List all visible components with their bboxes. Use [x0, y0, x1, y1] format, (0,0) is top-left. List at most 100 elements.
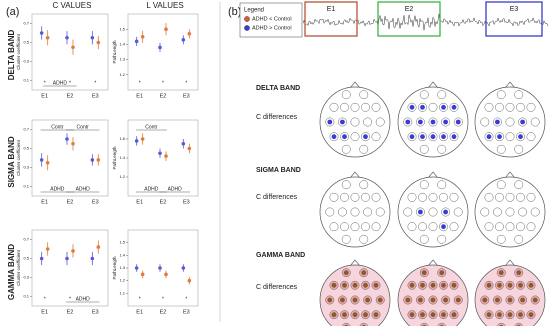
electrode	[437, 90, 447, 100]
x-tick-label: E2	[67, 93, 74, 99]
electrode	[449, 192, 459, 202]
annotation: *	[162, 80, 164, 86]
annotation: ADHD	[53, 80, 68, 86]
point	[65, 35, 69, 40]
electrode-dot	[441, 134, 446, 140]
electrode-dot	[409, 134, 415, 140]
point	[65, 137, 69, 141]
y-tick-label: 0.7	[23, 237, 29, 242]
electrode-dot	[420, 282, 425, 288]
electrode	[418, 222, 427, 232]
electrode-dot	[352, 297, 358, 303]
plot-frame	[127, 119, 199, 197]
electrode	[505, 117, 515, 127]
electrode-dot	[451, 134, 457, 140]
electrode	[363, 207, 373, 217]
electrode-dot	[439, 270, 445, 276]
electrode	[361, 192, 370, 202]
x-tick-label: E3	[92, 199, 99, 205]
electrode-dot	[373, 282, 379, 288]
legend-item: ADHD > Control	[252, 25, 292, 31]
electrode	[495, 222, 504, 232]
x-tick-label: E1	[41, 93, 48, 99]
band-label: SIGMA BAND	[7, 136, 16, 187]
plot-frame	[127, 13, 199, 91]
electrode	[516, 222, 525, 232]
y-tick-label: 1.3	[119, 265, 125, 270]
electrode	[505, 222, 515, 232]
electrode	[375, 117, 385, 127]
annotation: ADHD	[76, 186, 91, 192]
y-axis-title: PathLength	[112, 40, 117, 64]
electrode-dot	[327, 119, 333, 125]
electrode-dot	[507, 297, 513, 303]
head-nose	[349, 259, 361, 267]
electrode	[428, 192, 438, 202]
band-label: GAMMA BAND	[7, 244, 16, 300]
x-tick-label: E2	[160, 309, 167, 315]
electrode-dot	[441, 282, 446, 288]
electrode	[340, 192, 349, 202]
head-nose	[349, 171, 361, 179]
electrode	[419, 90, 429, 100]
annotation: *	[139, 296, 141, 302]
electrode-dot	[486, 312, 492, 318]
electrode	[403, 207, 413, 217]
electrode	[518, 207, 528, 217]
electrode	[371, 192, 381, 202]
electrode-dot	[377, 297, 383, 303]
y-tick-label: 1.2	[119, 174, 125, 179]
electrode	[361, 222, 370, 232]
point	[181, 266, 186, 270]
x-tick-label: E2	[160, 93, 167, 99]
electrode-dot	[482, 297, 488, 303]
legend-box	[239, 2, 303, 38]
electrode	[363, 117, 373, 127]
electrode	[350, 207, 360, 217]
electrode	[419, 234, 429, 244]
electrode	[329, 192, 339, 202]
electrode	[350, 222, 360, 232]
electrode	[419, 180, 429, 190]
point	[158, 151, 162, 156]
electrode	[371, 132, 381, 142]
x-tick-label: E2	[67, 199, 74, 205]
electrode	[371, 222, 381, 232]
electrode	[428, 222, 438, 232]
electrode-dot	[409, 104, 415, 110]
electrode-dot	[342, 282, 347, 288]
plot-frame	[31, 13, 109, 91]
electrode	[480, 117, 490, 127]
eeg-trace	[302, 13, 549, 31]
column-title: C VALUES	[53, 1, 92, 10]
electrode-dot	[331, 134, 337, 140]
electrode	[437, 234, 447, 244]
y-tick-label: 1.2	[119, 278, 125, 283]
point	[140, 137, 145, 141]
electrode-dot	[363, 282, 368, 288]
y-tick-label: 0.7	[23, 21, 29, 26]
x-tick-label: E3	[183, 309, 190, 315]
electrode	[496, 90, 506, 100]
y-tick-label: 1.4	[119, 41, 125, 46]
electrode	[341, 144, 351, 154]
electrode-dot	[451, 104, 457, 110]
electrode	[407, 222, 417, 232]
y-axis-title: Cluster coefficient	[16, 249, 21, 285]
panel-label: (a)	[6, 6, 19, 18]
electrode-dot	[331, 312, 337, 318]
annotation: ADHD	[76, 296, 91, 302]
electrode	[480, 207, 490, 217]
electrode-dot	[418, 297, 423, 303]
electrode	[419, 144, 429, 154]
point	[134, 139, 139, 143]
electrode	[496, 144, 506, 154]
electrode	[428, 207, 438, 217]
y-tick-label: 1.5	[119, 240, 125, 245]
electrode	[514, 144, 524, 154]
electrode-dot	[409, 282, 415, 288]
point	[164, 154, 168, 158]
electrode	[453, 207, 463, 217]
electrode-dot	[340, 297, 345, 303]
